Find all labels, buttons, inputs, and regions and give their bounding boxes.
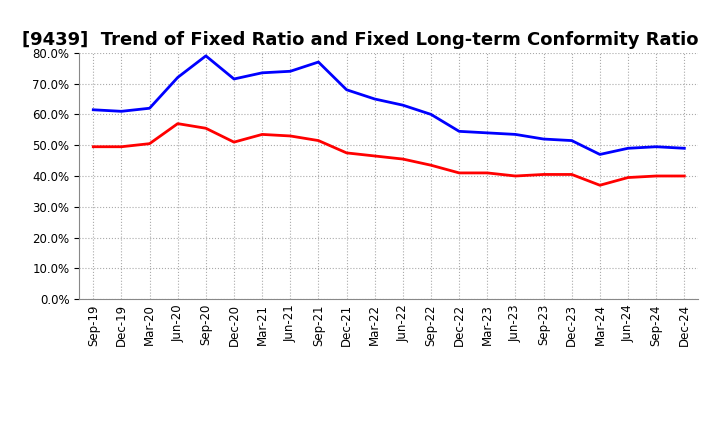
Fixed Ratio: [455, 128, 464, 134]
Fixed Long-term Conformity Ratio: [286, 133, 294, 139]
Fixed Ratio: [652, 144, 660, 150]
Fixed Long-term Conformity Ratio: [595, 183, 604, 188]
Fixed Ratio: [483, 130, 492, 136]
Text: [9439]  Trend of Fixed Ratio and Fixed Long-term Conformity Ratio: [9439] Trend of Fixed Ratio and Fixed Lo…: [22, 31, 698, 49]
Fixed Long-term Conformity Ratio: [624, 175, 632, 180]
Fixed Ratio: [314, 59, 323, 65]
Fixed Ratio: [539, 136, 548, 142]
Fixed Long-term Conformity Ratio: [117, 144, 126, 150]
Fixed Ratio: [342, 87, 351, 92]
Fixed Long-term Conformity Ratio: [258, 132, 266, 137]
Fixed Ratio: [117, 109, 126, 114]
Line: Fixed Long-term Conformity Ratio: Fixed Long-term Conformity Ratio: [94, 124, 684, 185]
Fixed Ratio: [567, 138, 576, 143]
Line: Fixed Ratio: Fixed Ratio: [94, 56, 684, 154]
Fixed Long-term Conformity Ratio: [370, 153, 379, 158]
Fixed Long-term Conformity Ratio: [314, 138, 323, 143]
Fixed Ratio: [511, 132, 520, 137]
Fixed Ratio: [370, 96, 379, 102]
Fixed Long-term Conformity Ratio: [455, 170, 464, 176]
Fixed Ratio: [595, 152, 604, 157]
Fixed Ratio: [680, 146, 688, 151]
Fixed Ratio: [174, 75, 182, 80]
Fixed Ratio: [230, 77, 238, 82]
Fixed Ratio: [258, 70, 266, 75]
Fixed Ratio: [624, 146, 632, 151]
Fixed Long-term Conformity Ratio: [145, 141, 154, 146]
Fixed Ratio: [145, 106, 154, 111]
Fixed Long-term Conformity Ratio: [567, 172, 576, 177]
Fixed Long-term Conformity Ratio: [483, 170, 492, 176]
Fixed Long-term Conformity Ratio: [399, 156, 408, 161]
Fixed Long-term Conformity Ratio: [89, 144, 98, 150]
Fixed Long-term Conformity Ratio: [342, 150, 351, 156]
Fixed Long-term Conformity Ratio: [427, 162, 436, 168]
Fixed Ratio: [202, 53, 210, 59]
Fixed Long-term Conformity Ratio: [652, 173, 660, 179]
Fixed Long-term Conformity Ratio: [230, 139, 238, 145]
Fixed Long-term Conformity Ratio: [511, 173, 520, 179]
Fixed Long-term Conformity Ratio: [174, 121, 182, 126]
Fixed Ratio: [286, 69, 294, 74]
Fixed Long-term Conformity Ratio: [680, 173, 688, 179]
Fixed Ratio: [427, 112, 436, 117]
Fixed Long-term Conformity Ratio: [539, 172, 548, 177]
Fixed Ratio: [89, 107, 98, 112]
Fixed Long-term Conformity Ratio: [202, 126, 210, 131]
Fixed Ratio: [399, 103, 408, 108]
